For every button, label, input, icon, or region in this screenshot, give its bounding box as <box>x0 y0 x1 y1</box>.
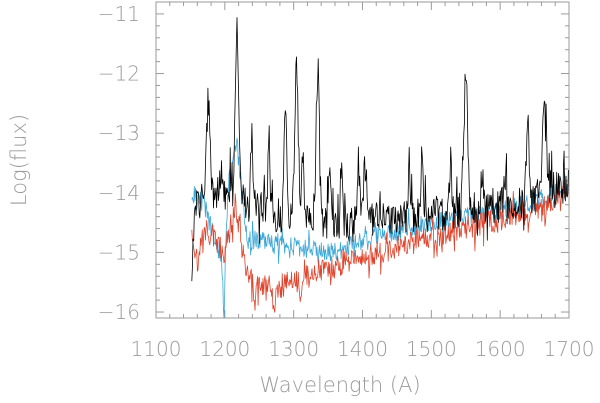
y-tick-label: −16 <box>98 300 140 324</box>
x-tick-label: 1700 <box>544 337 595 361</box>
y-tick-label: −11 <box>98 2 140 26</box>
spectrum-series-line <box>191 137 569 318</box>
plot-frame <box>155 1 570 319</box>
spectrum-series-line <box>191 180 569 313</box>
x-axis-title: Wavelength (A) <box>259 373 420 397</box>
x-tick-label: 1200 <box>199 337 250 361</box>
y-axis-title: Log(flux) <box>7 114 31 206</box>
x-axis-ticks: 1100 1200 1300 1400 1500 1600 1700 <box>131 2 595 361</box>
x-tick-label: 1400 <box>337 337 388 361</box>
x-tick-label: 1600 <box>475 337 526 361</box>
x-tick-label: 1100 <box>131 337 182 361</box>
spectrum-series-line <box>191 17 569 282</box>
x-tick-label: 1300 <box>268 337 319 361</box>
y-tick-label: −13 <box>98 121 140 145</box>
y-tick-label: −14 <box>98 181 140 205</box>
series-layer <box>191 17 569 318</box>
y-tick-label: −15 <box>98 240 140 264</box>
y-tick-label: −12 <box>98 62 140 86</box>
y-axis-ticks: −16 −15 −14 −13 −12 −11 <box>98 2 569 324</box>
x-tick-label: 1500 <box>406 337 457 361</box>
